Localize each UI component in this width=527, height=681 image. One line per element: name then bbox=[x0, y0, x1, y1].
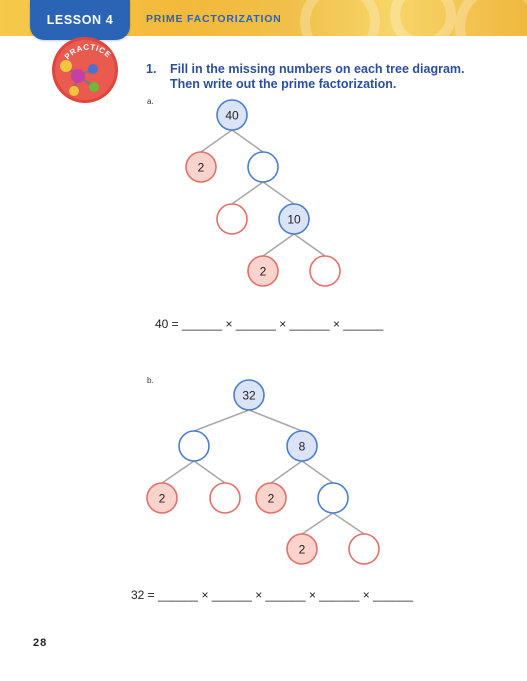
molecule-icon bbox=[60, 60, 99, 96]
equation-b-prefix: 32 = bbox=[131, 588, 155, 602]
times-sign: × bbox=[225, 317, 233, 331]
tree-b-node-value: 2 bbox=[159, 492, 166, 506]
lesson-tab: LESSON 4 bbox=[30, 0, 130, 40]
answer-blank[interactable]: ______ bbox=[158, 588, 199, 602]
tree-a-node-root bbox=[216, 99, 248, 131]
equation-a: 40 = ______ × ______ × ______ × ______ bbox=[155, 317, 383, 331]
tree-a-node-prime bbox=[185, 151, 217, 183]
lesson-label: LESSON 4 bbox=[46, 13, 114, 27]
tree-b-edges bbox=[161, 409, 365, 535]
header-decoration bbox=[455, 0, 527, 36]
tree-a-node-value: 40 bbox=[225, 109, 239, 123]
tree-b-node-prime bbox=[286, 533, 318, 565]
part-a-label: a. bbox=[147, 97, 154, 106]
tree-b-node-prime bbox=[146, 482, 178, 514]
practice-badge: PRACTICE bbox=[52, 37, 118, 103]
tree-b-node-blank[interactable] bbox=[209, 482, 241, 514]
question-line-1: Fill in the missing numbers on each tree… bbox=[170, 62, 465, 76]
times-sign: × bbox=[279, 317, 287, 331]
question-number: 1. bbox=[146, 62, 157, 76]
tree-b-node-composite bbox=[286, 430, 318, 462]
tree-b-node-blank[interactable] bbox=[178, 430, 210, 462]
tree-a-node-value: 2 bbox=[260, 265, 267, 279]
answer-blank[interactable]: ______ bbox=[235, 317, 276, 331]
tree-a-edges bbox=[200, 129, 326, 257]
tree-a-node-value: 10 bbox=[287, 213, 301, 227]
answer-blank[interactable]: ______ bbox=[211, 588, 252, 602]
topic-title: PRIME FACTORIZATION bbox=[146, 13, 282, 25]
times-sign: × bbox=[332, 317, 340, 331]
tree-b-node-blank[interactable] bbox=[317, 482, 349, 514]
question-instructions: Fill in the missing numbers on each tree… bbox=[170, 62, 470, 92]
tree-b-node-blank[interactable] bbox=[348, 533, 380, 565]
tree-b-node-prime bbox=[255, 482, 287, 514]
tree-a-node-blank[interactable] bbox=[247, 151, 279, 183]
tree-b-node-value: 8 bbox=[299, 440, 306, 454]
answer-blank[interactable]: ______ bbox=[373, 588, 414, 602]
answer-blank[interactable]: ______ bbox=[319, 588, 360, 602]
tree-b-node-value: 32 bbox=[242, 389, 256, 403]
times-sign: × bbox=[362, 588, 370, 602]
answer-blank[interactable]: ______ bbox=[343, 317, 384, 331]
tree-a-labels: 40 2 10 2 bbox=[198, 109, 301, 279]
tree-b-node-value: 2 bbox=[268, 492, 275, 506]
tree-a-node-value: 2 bbox=[198, 161, 205, 175]
times-sign: × bbox=[201, 588, 209, 602]
header-decoration bbox=[390, 0, 456, 36]
tree-a-node-blank[interactable] bbox=[216, 203, 248, 235]
tree-b-labels: 32 8 2 2 2 bbox=[159, 389, 306, 557]
times-sign: × bbox=[255, 588, 263, 602]
tree-b-node-value: 2 bbox=[299, 543, 306, 557]
tree-a-node-blank[interactable] bbox=[309, 255, 341, 287]
tree-a-nodes bbox=[185, 99, 341, 287]
answer-blank[interactable]: ______ bbox=[289, 317, 330, 331]
times-sign: × bbox=[308, 588, 316, 602]
page-number: 28 bbox=[33, 637, 48, 649]
tree-a-node-composite bbox=[278, 203, 310, 235]
tree-b-node-root bbox=[233, 379, 265, 411]
answer-blank[interactable]: ______ bbox=[182, 317, 223, 331]
question-line-2: Then write out the prime factorization. bbox=[170, 77, 397, 91]
tree-b-nodes bbox=[146, 379, 380, 565]
tree-a-node-prime bbox=[247, 255, 279, 287]
part-b-label: b. bbox=[147, 376, 154, 385]
equation-b: 32 = ______ × ______ × ______ × ______ ×… bbox=[131, 588, 413, 602]
equation-a-prefix: 40 = bbox=[155, 317, 179, 331]
answer-blank[interactable]: ______ bbox=[265, 588, 306, 602]
header-decoration bbox=[300, 0, 380, 36]
